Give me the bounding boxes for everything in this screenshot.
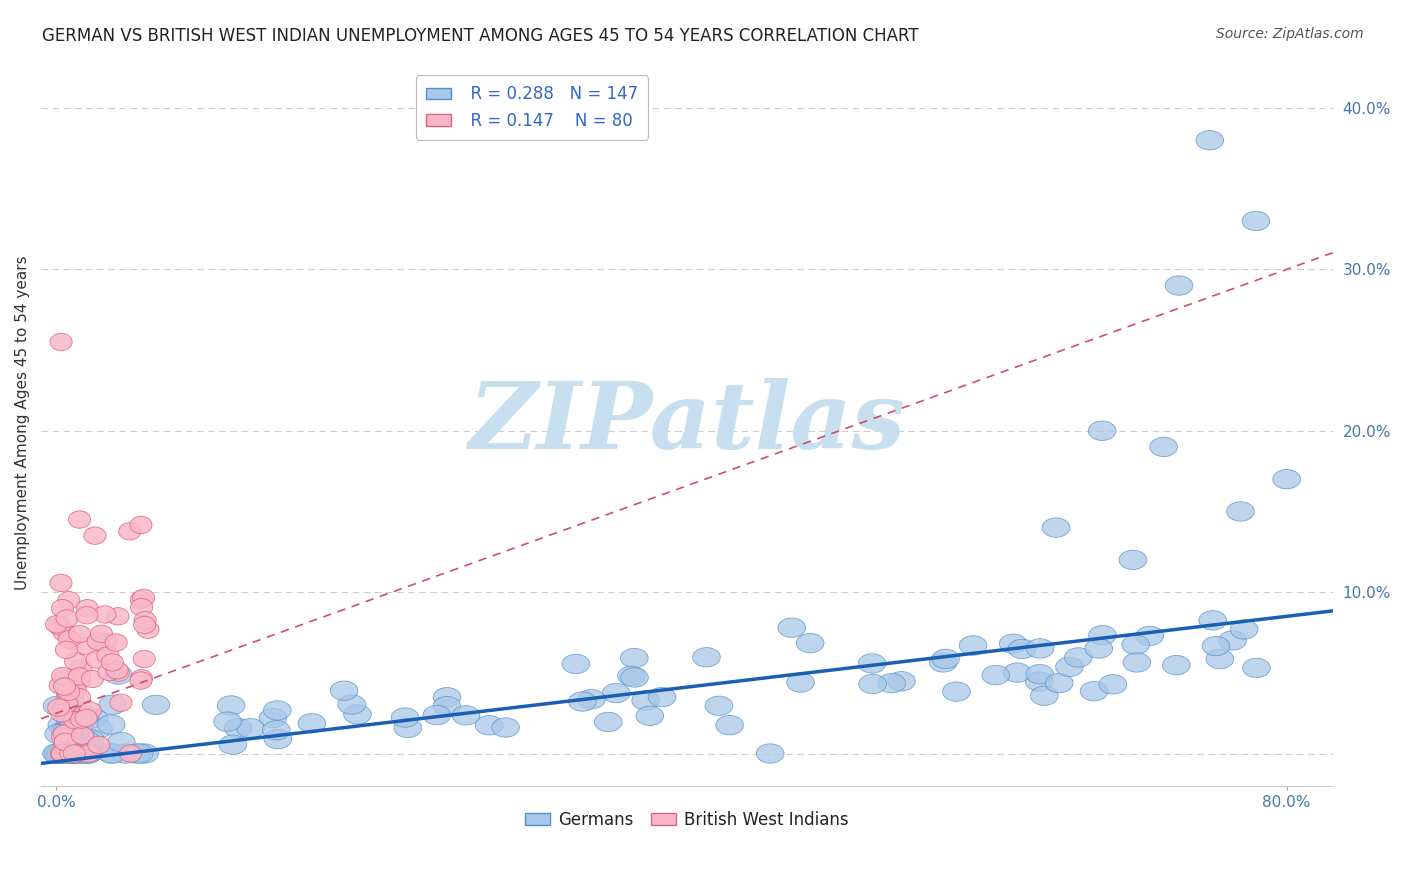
Y-axis label: Unemployment Among Ages 45 to 54 years: Unemployment Among Ages 45 to 54 years [15,255,30,590]
Legend: Germans, British West Indians: Germans, British West Indians [519,805,855,836]
Text: Source: ZipAtlas.com: Source: ZipAtlas.com [1216,27,1364,41]
Text: GERMAN VS BRITISH WEST INDIAN UNEMPLOYMENT AMONG AGES 45 TO 54 YEARS CORRELATION: GERMAN VS BRITISH WEST INDIAN UNEMPLOYME… [42,27,918,45]
Text: ZIPatlas: ZIPatlas [468,377,905,467]
